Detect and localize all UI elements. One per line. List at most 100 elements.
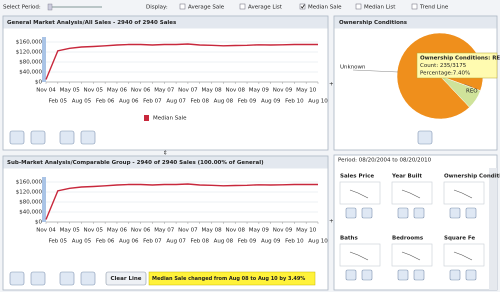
tile-button[interactable] <box>413 207 425 219</box>
checkbox[interactable] <box>179 3 186 10</box>
splitter[interactable]: ⇕ <box>163 150 168 157</box>
pie-slice[interactable] <box>439 75 481 108</box>
x-tick-label: Nov 06 <box>131 228 151 234</box>
y-tick-label: $0 <box>35 80 42 86</box>
tile-button[interactable] <box>397 207 409 219</box>
tile-thumb[interactable] <box>391 181 433 205</box>
tile-button[interactable] <box>345 207 357 219</box>
tile-label[interactable]: Year Built <box>391 174 422 180</box>
x-tick-label: Feb 09 <box>238 239 257 245</box>
option-label[interactable]: Average Sale <box>188 5 225 11</box>
pie-label: REO <box>466 89 478 95</box>
period-label: Select Period: <box>3 5 41 11</box>
tile-button[interactable] <box>413 269 425 281</box>
y-tick-label: $0 <box>35 220 42 226</box>
icon-button[interactable] <box>80 271 96 286</box>
change-message: Median Sale changed from Aug 08 to Aug 1… <box>152 276 305 282</box>
tooltip-line: Count: 235/3175 <box>420 63 467 69</box>
x-tick-label: Feb 06 <box>96 239 115 245</box>
x-tick-label: Feb 05 <box>49 99 68 105</box>
clear-button[interactable] <box>105 271 147 286</box>
line <box>45 183 318 220</box>
icon-button[interactable] <box>30 271 46 286</box>
checkbox[interactable] <box>411 3 418 10</box>
checkbox[interactable] <box>299 3 306 10</box>
icon-button[interactable] <box>9 130 25 145</box>
option-label[interactable]: Median List <box>364 5 396 11</box>
x-tick-label: Feb 08 <box>190 99 209 105</box>
icon-button[interactable] <box>30 130 46 145</box>
tile-thumb[interactable] <box>339 243 381 267</box>
x-tick-label: Feb 07 <box>143 99 162 105</box>
x-tick-label: Nov 04 <box>36 88 56 94</box>
x-tick-label: Nov 05 <box>84 88 104 94</box>
tile-thumb[interactable] <box>391 243 433 267</box>
option-label[interactable]: Trend Line <box>419 5 449 11</box>
tile-button[interactable] <box>465 207 477 219</box>
panel-title: General Market Analysis/All Sales - 2940… <box>7 20 177 26</box>
tile-label[interactable]: Sales Price <box>340 174 374 180</box>
x-tick-label: Feb 07 <box>143 239 162 245</box>
icon-button[interactable] <box>59 130 75 145</box>
leader <box>352 69 399 73</box>
pie-label: Unknown <box>340 65 366 71</box>
tile-button[interactable] <box>397 269 409 281</box>
panel-header <box>334 16 497 29</box>
x-tick-label: Feb 10 <box>285 99 304 105</box>
option-label[interactable]: Median Sale <box>308 5 342 11</box>
tile-label[interactable]: Ownership Conditi <box>444 174 500 180</box>
change-message-box <box>148 271 316 286</box>
checkbox[interactable] <box>239 3 246 10</box>
tile-button[interactable] <box>449 207 461 219</box>
tile-sketch <box>349 251 369 261</box>
panel-title: Ownership Conditions <box>339 20 408 26</box>
x-tick-label: Nov 08 <box>225 228 245 234</box>
x-tick-label: May 09 <box>249 228 270 234</box>
clear-button-label[interactable]: Clear Line <box>110 276 141 282</box>
splitter[interactable]: + <box>329 82 334 88</box>
line <box>45 43 318 80</box>
splitter[interactable]: + <box>329 219 334 225</box>
x-tick-label: Nov 07 <box>178 228 198 234</box>
x-tick-label: Aug 08 <box>214 239 234 245</box>
x-tick-label: May 05 <box>60 88 81 94</box>
tile-thumb[interactable] <box>443 181 485 205</box>
x-tick-label: Feb 05 <box>49 239 68 245</box>
tile-thumb[interactable] <box>443 243 485 267</box>
x-tick-label: Aug 06 <box>119 99 139 105</box>
x-tick-label: Nov 05 <box>84 228 104 234</box>
x-tick-label: Feb 08 <box>190 239 209 245</box>
x-tick-label: May 05 <box>60 228 81 234</box>
tile-label[interactable]: Bedrooms <box>392 236 424 242</box>
panel-header <box>3 156 328 169</box>
tile-label[interactable]: Square Fe <box>444 236 475 242</box>
y-tick-label: $160,000 <box>16 40 43 46</box>
checkbox[interactable] <box>355 3 362 10</box>
tile-button[interactable] <box>345 269 357 281</box>
icon-button[interactable] <box>80 130 96 145</box>
x-tick-label: Aug 09 <box>261 99 281 105</box>
slider-handle[interactable] <box>47 3 53 11</box>
tile-button[interactable] <box>465 269 477 281</box>
scrollbar[interactable] <box>489 168 497 290</box>
zoom-button[interactable] <box>417 130 433 145</box>
option-label[interactable]: Average List <box>248 5 283 11</box>
tile-button[interactable] <box>361 207 373 219</box>
y-tick-label: $40,000 <box>19 210 42 216</box>
tiles: Sales Price Year Built Ownership Conditi Ba… <box>339 174 500 281</box>
check-mark <box>300 4 305 9</box>
tile-label[interactable]: Baths <box>340 236 358 242</box>
panel-title: Sub-Market Analysis/Comparable Group - 2… <box>7 160 264 166</box>
icon-button[interactable] <box>9 271 25 286</box>
tile-sketch <box>453 251 473 261</box>
tile-sketch <box>453 189 473 199</box>
icon-button[interactable] <box>59 271 75 286</box>
tile-button[interactable] <box>449 269 461 281</box>
x-tick-label: May 07 <box>154 228 175 234</box>
y-tick-label: $40,000 <box>19 70 42 76</box>
panel-icons <box>9 130 96 145</box>
tile-sketch <box>401 251 421 261</box>
tile-thumb[interactable] <box>339 181 381 205</box>
tile-button[interactable] <box>361 269 373 281</box>
